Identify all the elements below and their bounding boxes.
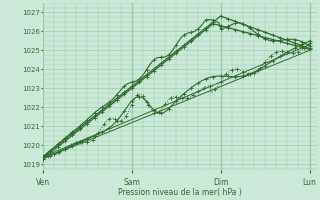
X-axis label: Pression niveau de la mer( hPa ): Pression niveau de la mer( hPa ) (118, 188, 242, 197)
